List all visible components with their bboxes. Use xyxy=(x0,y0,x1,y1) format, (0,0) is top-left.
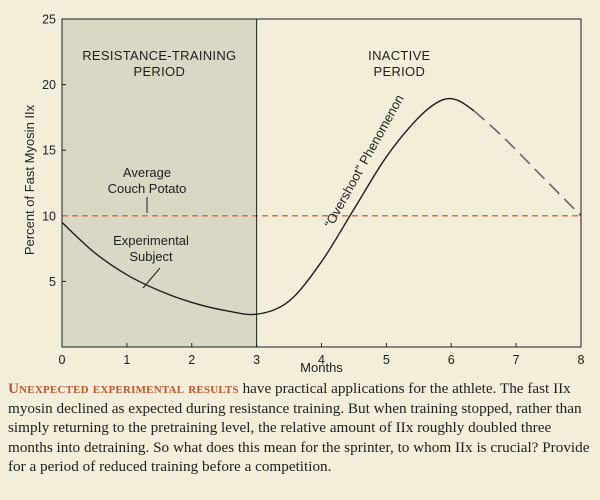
couch-potato-label: Couch Potato xyxy=(108,181,187,196)
experimental-subject-label: Experimental xyxy=(113,233,189,248)
myosin-chart: 0 1 2 3 4 5 6 7 8 5 10 15 20 25 Months Percent of Fast … xyxy=(22,13,585,376)
y-tick-label: 20 xyxy=(42,78,56,92)
x-tick-label: 0 xyxy=(59,353,66,367)
y-tick-label: 15 xyxy=(42,144,56,158)
experimental-subject-label: Subject xyxy=(129,249,173,264)
x-tick-label: 1 xyxy=(123,353,130,367)
experimental-subject-leader xyxy=(142,267,161,289)
inactive-period-label: PERIOD xyxy=(374,64,426,79)
x-tick-label: 8 xyxy=(578,353,585,367)
overshoot-annotation: “Overshoot” Phenomenon xyxy=(321,92,407,230)
x-tick-label: 3 xyxy=(253,353,260,367)
experimental-subject-curve xyxy=(61,97,475,316)
inactive-period-label: INACTIVE xyxy=(368,48,430,63)
training-period-label: PERIOD xyxy=(133,64,185,79)
x-tick-label: 7 xyxy=(513,353,520,367)
figure-caption: Unexpected experimental results have pra… xyxy=(8,379,592,477)
x-tick-label: 6 xyxy=(448,353,455,367)
x-tick-label: 5 xyxy=(383,353,390,367)
training-period-label: RESISTANCE-TRAINING xyxy=(82,48,236,63)
x-tick-label: 4 xyxy=(318,353,325,367)
projected-curve-dashed xyxy=(473,110,582,217)
y-tick-label: 25 xyxy=(42,13,56,27)
x-tick-label: 2 xyxy=(188,353,195,367)
y-tick-label: 10 xyxy=(42,209,56,223)
plot-frame xyxy=(61,18,582,348)
couch-potato-label: Average xyxy=(123,165,171,180)
training-period-shading xyxy=(62,19,257,347)
x-axis-title: Months xyxy=(300,360,343,375)
y-tick-label: 5 xyxy=(49,275,56,289)
caption-lead: Unexpected experimental results xyxy=(8,380,239,397)
caption-body: have practical applications for the athl… xyxy=(8,380,590,475)
y-axis-title: Percent of Fast Myosin IIx xyxy=(22,104,37,255)
